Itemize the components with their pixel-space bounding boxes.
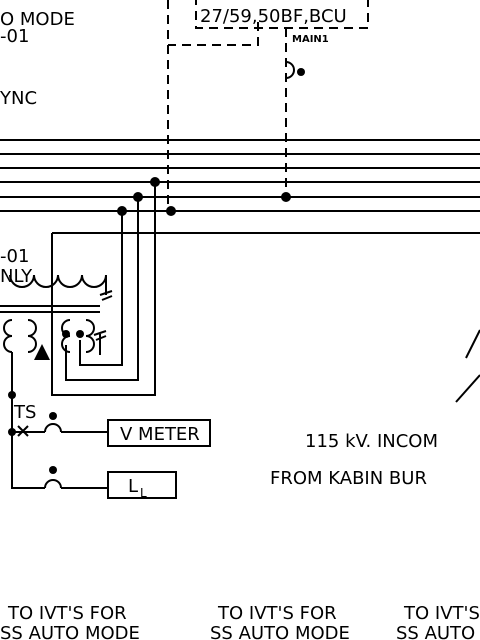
ivt-label: SS AUTO MODE	[210, 623, 350, 640]
ivt-label: TO IVT'S FOR	[7, 603, 127, 624]
ll-subscript: L	[140, 486, 147, 500]
only-label: NLY	[0, 266, 33, 287]
wiring	[0, 0, 480, 499]
ivt-label: TO IVT'S	[403, 603, 480, 624]
incoming-label: 115 kV. INCOM	[305, 431, 438, 452]
ts-label: TS	[13, 402, 36, 423]
ll-label: L	[128, 476, 138, 497]
incoming-label: FROM KABIN BUR	[270, 468, 427, 489]
code-label: -01	[0, 246, 29, 267]
ivt-label: SS AUTO MODE	[0, 623, 140, 640]
relay-tag: MAIN1	[292, 34, 329, 45]
code-label: -01	[0, 26, 29, 47]
relay-label: 27/59,50BF,BCU	[200, 6, 347, 27]
v-meter-label: V METER	[120, 424, 200, 445]
ivt-label: TO IVT'S FOR	[217, 603, 337, 624]
sync-label: YNC	[0, 88, 37, 109]
ivt-label: SS AUTO	[396, 623, 475, 640]
mode-label: O MODE	[0, 9, 75, 30]
